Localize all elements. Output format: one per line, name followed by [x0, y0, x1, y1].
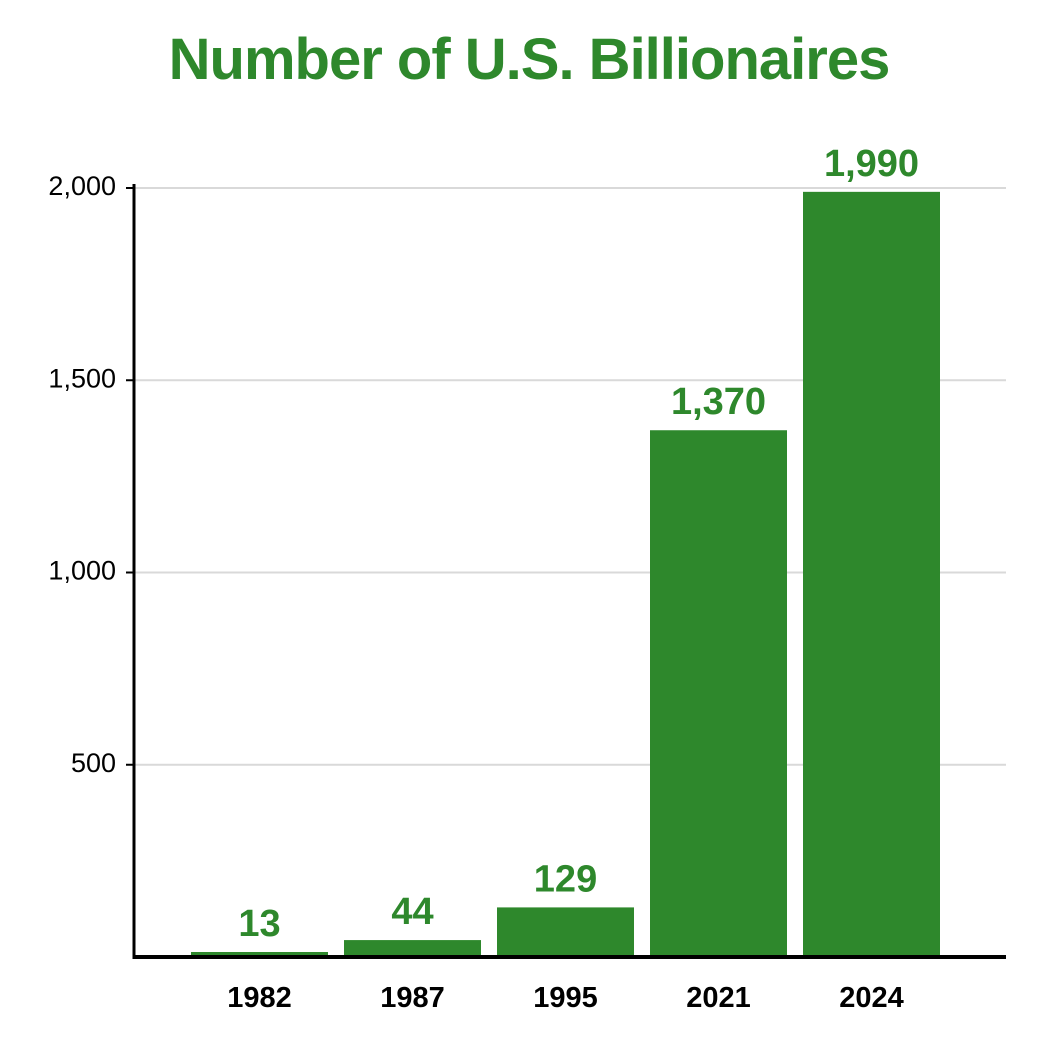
- bar: [803, 191, 940, 958]
- data-label: 13: [238, 903, 280, 945]
- bars: [191, 191, 940, 958]
- x-tick-label: 2021: [686, 982, 751, 1014]
- y-axis-tick-labels: 500 1,000 1,500 2,000: [48, 171, 116, 778]
- data-labels: 13 44 129 1,370 1,990: [238, 143, 919, 945]
- data-label: 44: [391, 891, 433, 933]
- x-axis-tick-labels: 1982 1987 1995 2021 2024: [227, 982, 904, 1014]
- y-tick-label: 1,000: [48, 556, 116, 586]
- y-tick-label: 1,500: [48, 363, 116, 393]
- x-tick-label: 1982: [227, 982, 292, 1014]
- y-tick-label: 500: [71, 748, 116, 778]
- x-tick-label: 1995: [533, 982, 598, 1014]
- data-label: 1,990: [824, 143, 919, 185]
- axes: [126, 184, 1006, 959]
- bar: [191, 952, 328, 957]
- bar: [650, 430, 787, 957]
- x-tick-label: 1987: [380, 982, 445, 1014]
- y-tick-label: 2,000: [48, 171, 116, 201]
- bar: [344, 940, 481, 957]
- chart-title: Number of U.S. Billionaires: [168, 27, 891, 92]
- bar: [497, 907, 634, 957]
- x-tick-label: 2024: [839, 982, 904, 1014]
- data-label: 1,370: [671, 381, 766, 423]
- data-label: 129: [534, 858, 597, 900]
